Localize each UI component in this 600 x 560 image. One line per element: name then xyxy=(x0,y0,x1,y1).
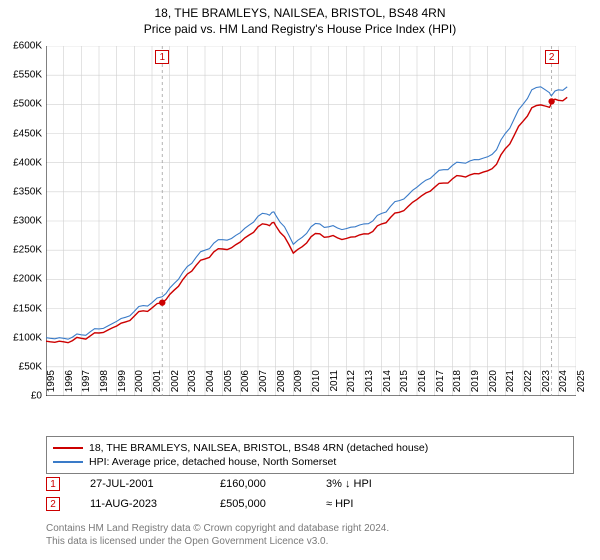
transaction-price: £505,000 xyxy=(220,498,326,510)
transaction-price: £160,000 xyxy=(220,478,326,490)
chart-subtitle: Price paid vs. HM Land Registry's House … xyxy=(0,22,600,36)
x-axis-label: 2017 xyxy=(435,370,446,400)
x-axis-label: 2006 xyxy=(240,370,251,400)
x-axis-label: 1999 xyxy=(117,370,128,400)
chart-marker-flag: 2 xyxy=(545,50,559,64)
x-axis-label: 2020 xyxy=(488,370,499,400)
x-axis-label: 2011 xyxy=(329,370,340,400)
transaction-row: 1 27-JUL-2001 £160,000 3% ↓ HPI xyxy=(46,474,574,494)
y-axis-label: £50K xyxy=(2,361,42,372)
legend-swatch xyxy=(53,461,83,463)
x-axis-label: 2023 xyxy=(541,370,552,400)
y-axis-label: £250K xyxy=(2,245,42,256)
x-axis-label: 2001 xyxy=(152,370,163,400)
chart-plot-area: £0£50K£100K£150K£200K£250K£300K£350K£400… xyxy=(46,46,576,396)
x-axis-label: 2024 xyxy=(558,370,569,400)
legend-item: 18, THE BRAMLEYS, NAILSEA, BRISTOL, BS48… xyxy=(53,441,567,455)
x-axis-label: 2010 xyxy=(311,370,322,400)
y-axis-label: £150K xyxy=(2,303,42,314)
transaction-delta: 3% ↓ HPI xyxy=(326,478,406,490)
chart-header: 18, THE BRAMLEYS, NAILSEA, BRISTOL, BS48… xyxy=(0,0,600,36)
x-axis-label: 2005 xyxy=(223,370,234,400)
legend-item: HPI: Average price, detached house, Nort… xyxy=(53,455,567,469)
x-axis-label: 2018 xyxy=(452,370,463,400)
legend-label: HPI: Average price, detached house, Nort… xyxy=(89,456,336,468)
marker-badge: 2 xyxy=(46,497,60,511)
x-axis-label: 1997 xyxy=(81,370,92,400)
x-axis-label: 2013 xyxy=(364,370,375,400)
y-axis-label: £350K xyxy=(2,186,42,197)
y-axis-label: £0 xyxy=(2,391,42,402)
chart-marker-flag: 1 xyxy=(155,50,169,64)
x-axis-label: 2016 xyxy=(417,370,428,400)
x-axis-label: 2021 xyxy=(505,370,516,400)
x-axis-label: 1995 xyxy=(46,370,57,400)
chart-svg xyxy=(46,46,576,396)
footer-line: Contains HM Land Registry data © Crown c… xyxy=(46,522,574,535)
chart-title: 18, THE BRAMLEYS, NAILSEA, BRISTOL, BS48… xyxy=(0,6,600,20)
y-axis-label: £300K xyxy=(2,216,42,227)
y-axis-label: £600K xyxy=(2,41,42,52)
transaction-date: 11-AUG-2023 xyxy=(90,498,220,510)
x-axis-label: 1998 xyxy=(99,370,110,400)
x-axis-label: 2009 xyxy=(293,370,304,400)
x-axis-label: 2007 xyxy=(258,370,269,400)
x-axis-label: 2000 xyxy=(134,370,145,400)
x-axis-label: 2002 xyxy=(170,370,181,400)
y-axis-label: £400K xyxy=(2,157,42,168)
x-axis-label: 1996 xyxy=(64,370,75,400)
footer-attribution: Contains HM Land Registry data © Crown c… xyxy=(46,522,574,548)
x-axis-label: 2019 xyxy=(470,370,481,400)
transaction-delta: ≈ HPI xyxy=(326,498,406,510)
legend-swatch xyxy=(53,447,83,449)
x-axis-label: 2003 xyxy=(187,370,198,400)
y-axis-label: £450K xyxy=(2,128,42,139)
x-axis-label: 2004 xyxy=(205,370,216,400)
y-axis-label: £500K xyxy=(2,99,42,110)
x-axis-label: 2025 xyxy=(576,370,587,400)
y-axis-label: £550K xyxy=(2,70,42,81)
transactions-table: 1 27-JUL-2001 £160,000 3% ↓ HPI 2 11-AUG… xyxy=(46,474,574,514)
x-axis-label: 2014 xyxy=(382,370,393,400)
footer-line: This data is licensed under the Open Gov… xyxy=(46,535,574,548)
x-axis-label: 2022 xyxy=(523,370,534,400)
x-axis-label: 2012 xyxy=(346,370,357,400)
transaction-date: 27-JUL-2001 xyxy=(90,478,220,490)
x-axis-label: 2015 xyxy=(399,370,410,400)
marker-badge: 1 xyxy=(46,477,60,491)
y-axis-label: £200K xyxy=(2,274,42,285)
legend-label: 18, THE BRAMLEYS, NAILSEA, BRISTOL, BS48… xyxy=(89,442,428,454)
y-axis-label: £100K xyxy=(2,332,42,343)
x-axis-label: 2008 xyxy=(276,370,287,400)
legend: 18, THE BRAMLEYS, NAILSEA, BRISTOL, BS48… xyxy=(46,436,574,474)
transaction-row: 2 11-AUG-2023 £505,000 ≈ HPI xyxy=(46,494,574,514)
